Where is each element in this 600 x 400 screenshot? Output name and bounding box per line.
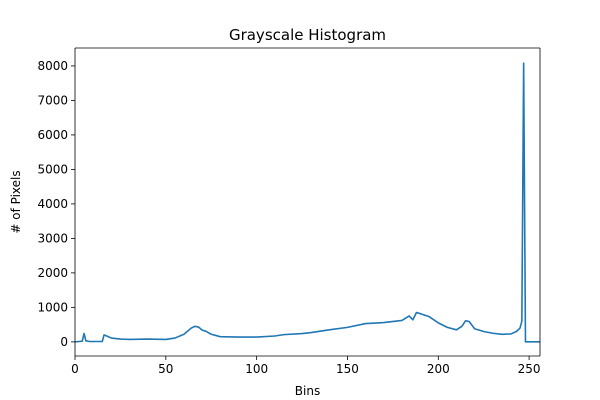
x-tick-label-150: 150 — [336, 362, 359, 376]
y-tick-label-6000: 6000 — [37, 128, 68, 142]
y-axis-label: # of Pixels — [9, 170, 23, 233]
x-tick-label-0: 0 — [71, 362, 79, 376]
y-tick-label-1000: 1000 — [37, 300, 68, 314]
y-tick-label-8000: 8000 — [37, 59, 68, 73]
chart-title: Grayscale Histogram — [229, 26, 386, 44]
x-tick-label-50: 50 — [158, 362, 173, 376]
y-tick-label-3000: 3000 — [37, 231, 68, 245]
y-tick-label-2000: 2000 — [37, 266, 68, 280]
plot-area — [75, 48, 540, 356]
y-tick-label-7000: 7000 — [37, 93, 68, 107]
y-tick-label-4000: 4000 — [37, 197, 68, 211]
ticks: 0 50 100 150 200 250 0 1000 2000 3000 4000 5000 6000… — [37, 59, 540, 376]
x-axis-label: Bins — [295, 384, 320, 398]
x-tick-label-250: 250 — [518, 362, 541, 376]
x-tick-label-100: 100 — [245, 362, 268, 376]
series-layer — [74, 62, 540, 343]
x-tick-label-200: 200 — [427, 362, 450, 376]
y-tick-label-5000: 5000 — [37, 162, 68, 176]
plot-background — [75, 48, 540, 356]
y-tick-label-0: 0 — [60, 335, 68, 349]
axes — [74, 47, 541, 357]
histogram-line-1 — [74, 62, 540, 343]
